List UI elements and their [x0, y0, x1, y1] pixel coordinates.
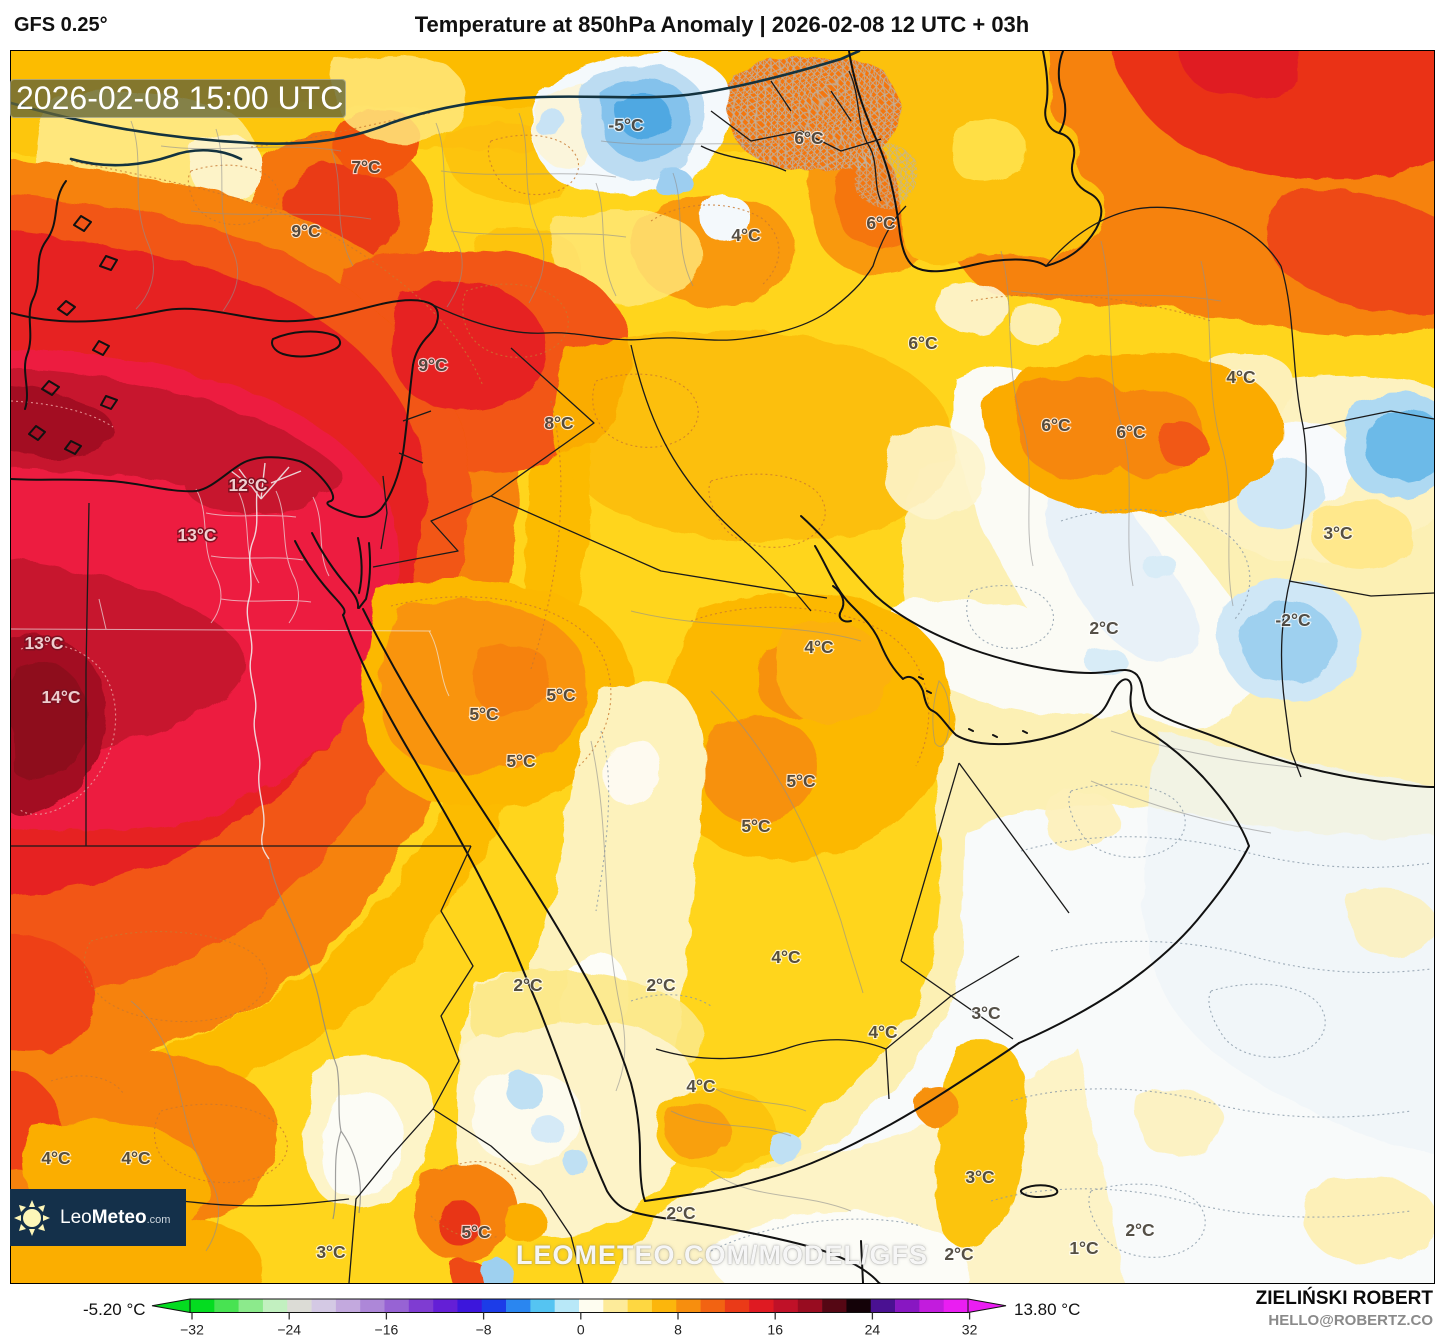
svg-text:3°C: 3°C	[1323, 523, 1353, 543]
svg-text:6°C: 6°C	[794, 128, 824, 148]
svg-text:14°C: 14°C	[41, 687, 80, 707]
svg-text:5°C: 5°C	[546, 685, 576, 705]
svg-text:8: 8	[674, 1322, 682, 1338]
svg-text:12°C: 12°C	[228, 475, 267, 495]
svg-text:4°C: 4°C	[41, 1148, 71, 1168]
svg-text:3°C: 3°C	[316, 1242, 346, 1262]
svg-text:32: 32	[962, 1322, 978, 1338]
svg-text:2°C: 2°C	[1125, 1220, 1155, 1240]
svg-text:6°C: 6°C	[908, 333, 938, 353]
svg-text:1°C: 1°C	[1069, 1238, 1099, 1258]
svg-text:−8: −8	[476, 1322, 492, 1338]
svg-text:5°C: 5°C	[786, 771, 816, 791]
svg-text:9°C: 9°C	[291, 221, 321, 241]
svg-text:4°C: 4°C	[804, 637, 834, 657]
svg-text:6°C: 6°C	[1041, 415, 1071, 435]
svg-text:4°C: 4°C	[868, 1022, 898, 1042]
svg-text:4°C: 4°C	[1226, 367, 1256, 387]
svg-text:4°C: 4°C	[121, 1148, 151, 1168]
svg-text:13°C: 13°C	[177, 525, 216, 545]
svg-text:2°C: 2°C	[646, 975, 676, 995]
svg-text:−16: −16	[375, 1322, 399, 1338]
svg-text:7°C: 7°C	[351, 157, 381, 177]
svg-text:2°C: 2°C	[666, 1203, 696, 1223]
svg-text:4°C: 4°C	[771, 947, 801, 967]
svg-text:3°C: 3°C	[965, 1167, 995, 1187]
svg-text:4°C: 4°C	[731, 225, 761, 245]
svg-text:5°C: 5°C	[469, 704, 499, 724]
svg-text:5°C: 5°C	[461, 1222, 491, 1242]
svg-text:24: 24	[865, 1322, 881, 1338]
svg-text:2°C: 2°C	[944, 1244, 974, 1264]
svg-text:4°C: 4°C	[686, 1076, 716, 1096]
svg-text:8°C: 8°C	[544, 413, 574, 433]
svg-text:2°C: 2°C	[513, 975, 543, 995]
svg-text:5°C: 5°C	[506, 751, 536, 771]
svg-text:16: 16	[767, 1322, 783, 1338]
svg-text:13°C: 13°C	[24, 633, 63, 653]
svg-text:9°C: 9°C	[418, 355, 448, 375]
svg-text:5°C: 5°C	[741, 816, 771, 836]
svg-text:2°C: 2°C	[1089, 618, 1119, 638]
svg-text:−32: −32	[180, 1322, 204, 1338]
svg-text:-5°C: -5°C	[608, 115, 644, 135]
svg-text:6°C: 6°C	[1116, 422, 1146, 442]
svg-text:3°C: 3°C	[971, 1003, 1001, 1023]
svg-text:0: 0	[577, 1322, 585, 1338]
svg-text:−24: −24	[277, 1322, 301, 1338]
svg-text:-2°C: -2°C	[1275, 610, 1311, 630]
svg-text:6°C: 6°C	[866, 213, 896, 233]
